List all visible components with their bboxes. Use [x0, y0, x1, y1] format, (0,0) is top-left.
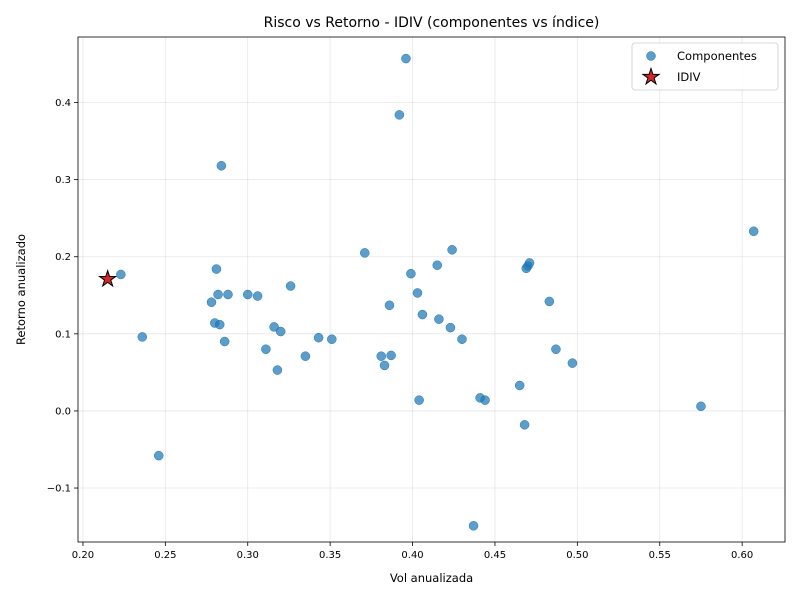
idiv-point	[98, 268, 118, 288]
component-point	[116, 269, 126, 280]
component-point	[457, 334, 467, 344]
component-point	[567, 358, 578, 368]
legend: Componentes IDIV	[631, 42, 779, 91]
component-point	[524, 258, 535, 268]
component-point	[514, 380, 525, 391]
x-tick-label: 0.55	[649, 550, 671, 561]
component-point	[261, 344, 271, 355]
y-tick-label: 0.4	[55, 98, 71, 109]
component-point	[384, 300, 395, 311]
component-point	[269, 322, 279, 332]
legend-label: IDIV	[677, 70, 701, 84]
component-point	[285, 281, 296, 291]
x-tick-label: 0.50	[566, 550, 588, 561]
component-point	[417, 309, 428, 320]
axis-ticks: 0.20 0.25 0.30 0.35 0.40 0.45 0.50 0.55 0.60 −0.1…	[47, 98, 754, 561]
component-point	[223, 289, 233, 300]
component-point	[213, 289, 223, 300]
component-point	[214, 319, 225, 330]
data-points	[98, 53, 759, 531]
component-point	[272, 365, 283, 375]
component-point	[376, 351, 386, 361]
y-tick-label: 0.1	[55, 329, 71, 340]
component-point	[219, 336, 230, 347]
component-point	[412, 288, 423, 298]
component-point	[242, 289, 253, 300]
y-axis-title: Retorno anualizado	[14, 234, 28, 345]
component-point	[519, 420, 530, 430]
component-point	[154, 450, 164, 461]
x-tick-label: 0.25	[154, 550, 176, 561]
x-tick-label: 0.20	[72, 550, 94, 561]
component-point	[360, 248, 370, 258]
x-tick-label: 0.40	[401, 550, 423, 561]
legend-label: Componentes	[677, 49, 757, 63]
component-point	[480, 395, 490, 405]
component-point	[211, 264, 222, 274]
x-axis-title: Vol anualizada	[390, 571, 473, 585]
legend-star-marker	[641, 66, 661, 86]
x-tick-label: 0.35	[319, 550, 341, 561]
component-point	[544, 296, 555, 307]
component-point	[551, 344, 561, 355]
component-point	[447, 245, 457, 255]
component-point	[206, 297, 217, 307]
y-tick-label: 0.2	[55, 252, 71, 263]
x-tick-label: 0.45	[484, 550, 506, 561]
component-point	[445, 322, 456, 333]
plot-frame	[77, 36, 786, 543]
component-point	[432, 260, 443, 270]
component-point	[137, 332, 148, 342]
component-point	[394, 110, 405, 120]
component-point	[406, 268, 416, 279]
component-point	[216, 161, 227, 171]
component-point	[401, 53, 411, 64]
y-tick-label: 0.3	[55, 175, 71, 186]
component-point	[275, 326, 286, 337]
component-point	[300, 351, 311, 361]
component-point	[468, 521, 479, 531]
x-tick-label: 0.30	[237, 550, 259, 561]
y-tick-label: 0.0	[55, 406, 71, 417]
component-point	[327, 334, 337, 344]
x-tick-label: 0.60	[731, 550, 753, 561]
component-point	[379, 360, 390, 371]
component-point	[414, 395, 424, 405]
chart-title: Risco vs Retorno - IDIV (componentes vs …	[264, 15, 600, 31]
component-point	[748, 226, 759, 237]
component-point	[696, 401, 706, 412]
y-tick-label: −0.1	[47, 484, 71, 495]
legend-box	[631, 42, 779, 91]
grid-lines	[78, 37, 785, 542]
component-point	[434, 314, 444, 324]
component-point	[313, 332, 324, 343]
component-point	[386, 350, 396, 361]
legend-circle-marker	[646, 51, 656, 61]
component-point	[252, 291, 263, 301]
